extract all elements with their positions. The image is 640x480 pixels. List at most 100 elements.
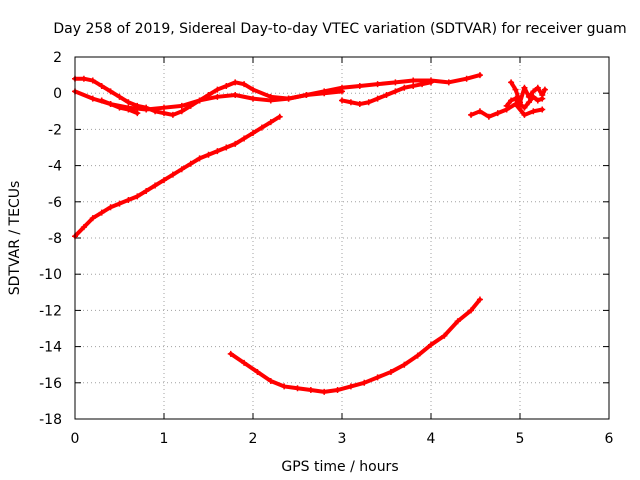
data-point <box>521 84 528 91</box>
data-point <box>89 95 96 102</box>
data-point <box>530 88 537 95</box>
data-point <box>485 113 492 120</box>
data-point <box>161 104 167 111</box>
data-point <box>125 196 132 203</box>
data-point <box>410 82 417 89</box>
data-point <box>494 110 501 117</box>
data-point <box>276 113 283 120</box>
series-track-d <box>339 79 434 108</box>
data-point <box>250 95 256 102</box>
data-point <box>365 99 372 106</box>
data-point <box>116 93 123 100</box>
data-point <box>374 374 381 381</box>
y-tick-label: -14 <box>39 340 62 356</box>
data-point <box>89 77 96 84</box>
data-point <box>539 95 546 102</box>
data-point <box>541 86 548 93</box>
chart-title: Day 258 of 2019, Sidereal Day-to-day VTE… <box>53 21 626 37</box>
series-track-c <box>98 97 141 117</box>
data-point <box>468 111 475 118</box>
data-point <box>503 102 510 109</box>
series-track-f <box>508 79 548 106</box>
data-point <box>125 99 132 106</box>
data-point <box>107 204 114 211</box>
data-point <box>214 86 221 93</box>
data-point <box>392 88 399 95</box>
data-point <box>521 104 528 111</box>
y-tick-label: 0 <box>53 86 62 102</box>
data-point <box>116 200 123 207</box>
y-tick-label: -16 <box>39 376 62 392</box>
data-point <box>258 124 265 131</box>
data-point <box>250 130 256 137</box>
data-point <box>339 84 345 91</box>
data-point <box>267 377 274 384</box>
data-point <box>454 318 461 325</box>
data-point <box>241 359 248 366</box>
data-point <box>539 106 546 113</box>
data-point <box>321 388 328 395</box>
y-tick-label: -18 <box>39 412 62 428</box>
data-point <box>107 88 114 95</box>
data-point <box>214 93 221 100</box>
data-point <box>161 177 167 184</box>
data-point <box>468 307 475 314</box>
data-point <box>125 106 132 113</box>
x-tick-label: 4 <box>427 431 436 447</box>
data-point <box>525 99 532 106</box>
data-point <box>401 361 408 368</box>
data-point <box>196 97 203 104</box>
data-point <box>534 97 541 104</box>
x-tick-label: 6 <box>605 431 614 447</box>
data-point <box>534 84 541 91</box>
y-tick-label: -8 <box>48 231 62 247</box>
x-tick-label: 1 <box>160 431 169 447</box>
series-track-g <box>503 93 546 111</box>
data-point <box>512 95 519 102</box>
data-point <box>476 108 483 115</box>
data-point <box>152 182 159 189</box>
series-track-i <box>227 296 483 395</box>
series-track-b <box>72 72 483 113</box>
data-point <box>517 101 523 108</box>
data-point <box>294 385 301 392</box>
data-point <box>445 79 452 86</box>
series-track-e <box>468 101 546 120</box>
x-axis-label: GPS time / hours <box>281 459 398 475</box>
data-point <box>232 79 239 86</box>
data-point <box>321 88 328 95</box>
data-point <box>374 95 381 102</box>
data-point <box>223 82 230 89</box>
data-point <box>107 101 114 108</box>
x-tick-label: 2 <box>249 431 258 447</box>
data-point <box>80 75 87 82</box>
data-point <box>169 171 176 178</box>
data-point <box>241 135 248 142</box>
data-point <box>307 387 314 394</box>
series-trace <box>228 297 482 394</box>
data-point <box>419 81 426 88</box>
data-point <box>521 111 528 118</box>
data-point <box>361 379 368 386</box>
data-point <box>205 151 212 158</box>
data-point <box>414 352 421 359</box>
data-point <box>143 106 150 113</box>
data-point <box>476 72 483 79</box>
y-axis-label: SDTVAR / TECUs <box>7 181 23 296</box>
data-point <box>383 92 390 99</box>
data-point <box>347 99 354 106</box>
data-point <box>267 97 274 104</box>
data-point <box>530 93 537 100</box>
data-point <box>508 97 515 104</box>
data-point <box>232 92 239 99</box>
data-point <box>134 193 141 200</box>
data-point <box>80 224 87 231</box>
data-point <box>530 108 537 115</box>
axis-ticks: 0 1 2 3 4 5 6 2 0 -2 -4 -6 -8 -10 -12 -14 -16 -18 <box>39 50 613 447</box>
x-tick-label: 3 <box>338 431 347 447</box>
data-point <box>347 383 354 390</box>
data-point <box>401 84 408 91</box>
data-point <box>178 166 185 173</box>
y-tick-label: -6 <box>48 195 62 211</box>
